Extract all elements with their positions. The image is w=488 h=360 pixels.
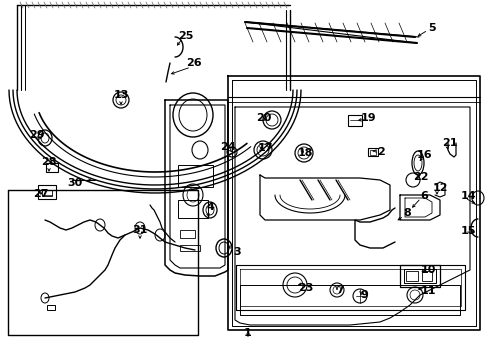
Text: 23: 23 [298,283,313,293]
Bar [42,190,52,196]
Text: 4: 4 [205,202,214,212]
Bar [46,163,58,172]
Text: 28: 28 [41,157,57,167]
Text: 5: 5 [427,23,435,33]
Text: 29: 29 [29,130,45,140]
Bar [367,148,377,156]
Text: 12: 12 [431,183,447,193]
Bar [405,271,417,281]
Text: 16: 16 [416,150,432,160]
Text: 24: 24 [220,142,235,152]
Text: 1: 1 [244,328,251,338]
Text: 18: 18 [297,148,312,158]
Text: 3: 3 [233,247,240,257]
Text: 11: 11 [419,286,435,296]
Bar [180,245,200,251]
Text: 30: 30 [67,178,82,188]
Text: 9: 9 [359,290,367,300]
Text: 7: 7 [335,285,343,295]
Text: 15: 15 [459,226,475,236]
Bar [421,271,431,281]
Bar [178,165,213,187]
Text: 17: 17 [257,143,272,153]
Text: 10: 10 [420,265,435,275]
Text: 14: 14 [459,191,475,201]
Text: 22: 22 [412,172,428,182]
Bar [403,269,435,283]
Bar [399,265,439,287]
Text: 6: 6 [419,191,427,201]
Text: 31: 31 [132,225,147,235]
Text: 21: 21 [441,138,457,148]
Text: 2: 2 [376,147,384,157]
Text: 19: 19 [361,113,376,123]
Bar [178,200,207,218]
Text: 13: 13 [113,90,128,100]
Bar [38,185,56,199]
Text: 25: 25 [178,31,193,41]
Bar [369,150,375,155]
Bar [347,115,361,126]
Text: 8: 8 [402,208,410,218]
Text: 27: 27 [33,189,49,199]
Text: 26: 26 [186,58,202,68]
Bar [47,305,55,310]
Text: 20: 20 [256,113,271,123]
Bar [180,230,195,238]
